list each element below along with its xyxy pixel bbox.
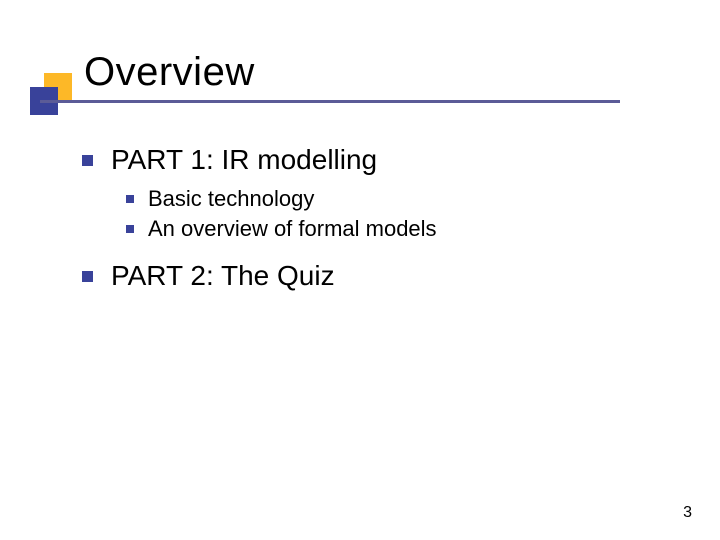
square-bullet-icon: [126, 195, 134, 203]
title-underline: [40, 100, 620, 103]
square-bullet-icon: [82, 155, 93, 166]
bullet-l2-text: An overview of formal models: [148, 216, 437, 242]
bullet-l1: PART 2: The Quiz: [82, 260, 437, 292]
bullet-l2-text: Basic technology: [148, 186, 314, 212]
bullet-l1: PART 1: IR modelling: [82, 144, 437, 176]
square-bullet-icon: [82, 271, 93, 282]
sub-list: Basic technology An overview of formal m…: [126, 186, 437, 242]
bullet-l1-text: PART 2: The Quiz: [111, 260, 335, 292]
content-area: PART 1: IR modelling Basic technology An…: [82, 144, 437, 298]
slide-title: Overview: [84, 50, 255, 95]
square-bullet-icon: [126, 225, 134, 233]
title-block: Overview: [40, 50, 255, 95]
bullet-l2: An overview of formal models: [126, 216, 437, 242]
bullet-l1-text: PART 1: IR modelling: [111, 144, 377, 176]
bullet-l2: Basic technology: [126, 186, 437, 212]
page-number: 3: [683, 504, 692, 522]
